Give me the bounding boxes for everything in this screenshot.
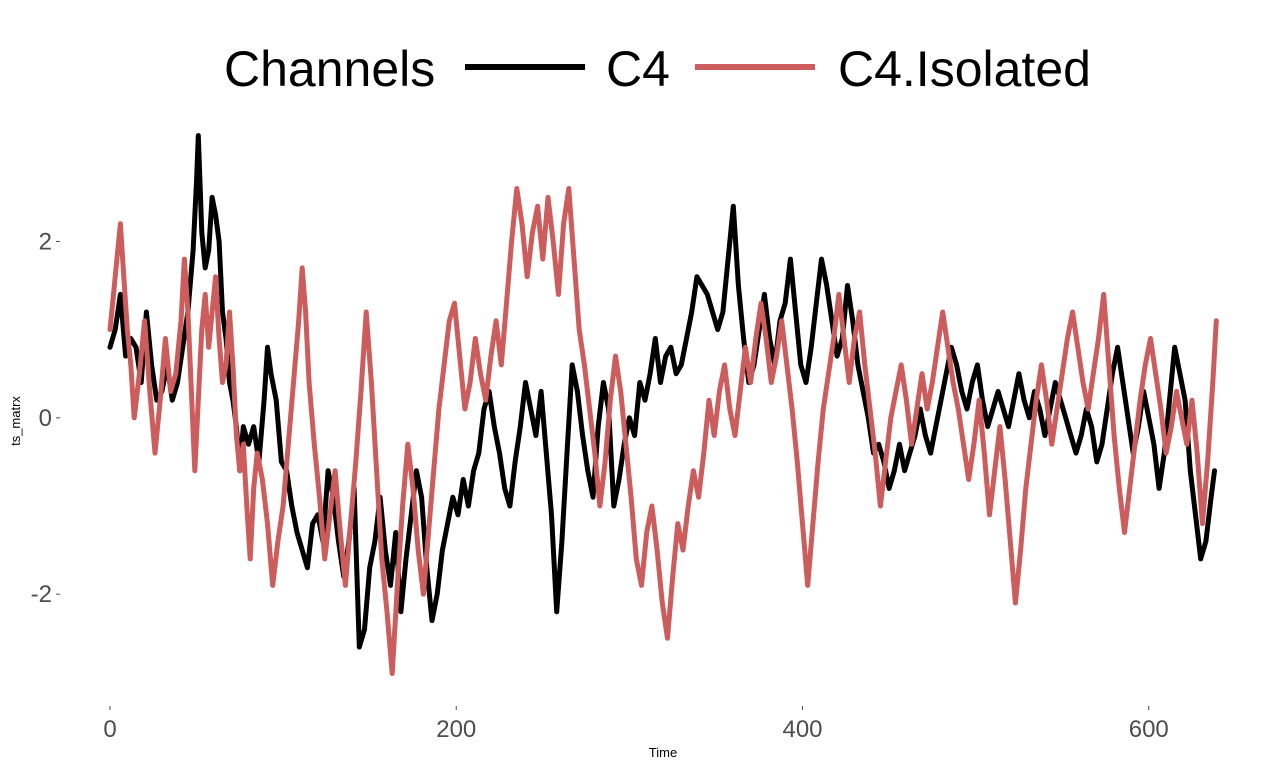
series-line-c4-isolated xyxy=(107,186,1219,676)
y-axis-title: ts_matrx xyxy=(8,396,23,446)
y-axis: -2 0 2 xyxy=(31,228,60,608)
legend-label-c4: C4 xyxy=(606,41,670,97)
x-tick-label: 200 xyxy=(436,716,476,743)
y-tick-label: 0 xyxy=(39,405,52,432)
legend: Channels C4 C4.Isolated xyxy=(224,41,1091,97)
x-axis: 0 200 400 600 xyxy=(103,706,1169,743)
x-tick-label: 600 xyxy=(1129,716,1169,743)
x-tick-label: 400 xyxy=(782,716,822,743)
series-line-c4 xyxy=(107,133,1217,650)
y-tick-label: -2 xyxy=(31,581,52,608)
series-group xyxy=(107,133,1219,676)
x-axis-title: Time xyxy=(649,745,677,760)
legend-title: Channels xyxy=(224,41,435,97)
y-tick-label: 2 xyxy=(39,228,52,255)
legend-label-c4-isolated: C4.Isolated xyxy=(838,41,1091,97)
x-tick-label: 0 xyxy=(103,716,116,743)
